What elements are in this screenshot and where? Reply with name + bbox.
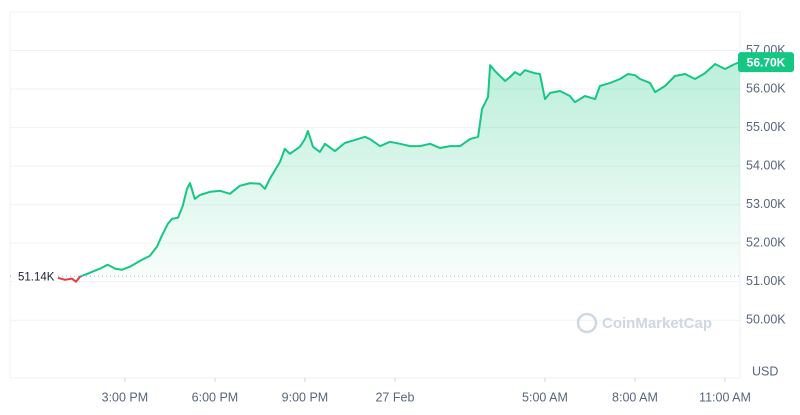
watermark: CoinMarketCap bbox=[576, 312, 712, 334]
price-area bbox=[80, 62, 740, 277]
baseline-label-bg bbox=[14, 267, 56, 286]
baseline-label: 51.14K bbox=[18, 271, 55, 283]
y-tick-label: 51.00K bbox=[746, 274, 786, 288]
x-tick-label: 9:00 PM bbox=[282, 390, 329, 404]
price-line bbox=[57, 61, 741, 283]
price-tag-label: 56.70K bbox=[747, 55, 786, 69]
y-tick-label: 54.00K bbox=[746, 158, 786, 172]
x-tick-label: 3:00 PM bbox=[102, 390, 149, 404]
x-tick-label: 6:00 PM bbox=[192, 390, 239, 404]
y-tick-label: 50.00K bbox=[746, 313, 786, 327]
x-tick-label: 11:00 AM bbox=[699, 390, 751, 404]
x-tick-label: 5:00 AM bbox=[522, 390, 568, 404]
y-unit: USD bbox=[752, 364, 778, 378]
y-tick-label: 55.00K bbox=[746, 120, 786, 134]
x-tick-label: 8:00 AM bbox=[612, 390, 658, 404]
y-tick-label: 53.00K bbox=[746, 197, 786, 211]
y-tick-label: 56.00K bbox=[746, 81, 786, 95]
y-tick-label: 52.00K bbox=[746, 235, 786, 249]
x-tick-label: 27 Feb bbox=[375, 390, 414, 404]
price-tag bbox=[738, 52, 794, 73]
watermark-text: CoinMarketCap bbox=[602, 315, 712, 332]
